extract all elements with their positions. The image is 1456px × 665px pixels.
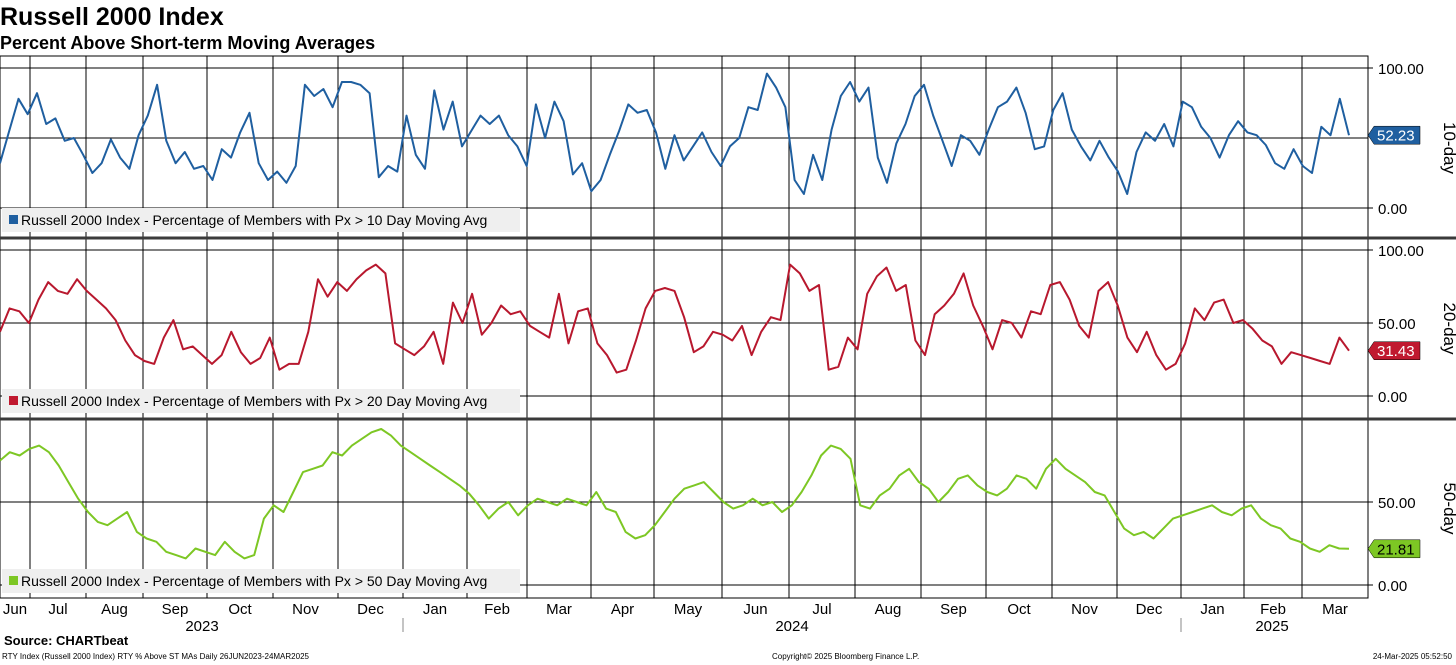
x-tick-label: Aug [101, 601, 128, 618]
y-tick-label: 100.00 [1378, 61, 1424, 78]
x-tick-label: Sep [162, 601, 189, 618]
x-tick-label: Jun [743, 601, 767, 618]
y-tick-label: 0.00 [1378, 578, 1407, 595]
year-label: 2024 [775, 618, 808, 632]
legend-label: Russell 2000 Index - Percentage of Membe… [21, 212, 487, 228]
x-tick-label: Oct [228, 601, 252, 618]
year-label: 2023 [185, 618, 218, 632]
chart: 100.00 0.00 52.23 10-day Russell 2000 Index … [0, 55, 1456, 632]
panel-side-label: 50-day [1440, 483, 1456, 535]
x-tick-label: Jul [812, 601, 831, 618]
footer-copyright: Copyright© 2025 Bloomberg Finance L.P. [772, 652, 920, 661]
chart-title: Russell 2000 Index [0, 3, 224, 31]
series-line-50-day [0, 428, 1350, 560]
legend: Russell 2000 Index - Percentage of Membe… [2, 569, 520, 593]
year-label: 2025 [1255, 618, 1288, 632]
series-line-20-day [0, 263, 1350, 374]
legend: Russell 2000 Index - Percentage of Membe… [2, 208, 520, 232]
x-tick-label: Feb [1260, 601, 1286, 618]
legend-background [2, 208, 520, 232]
legend-swatch [9, 215, 18, 224]
x-tick-label: Mar [1322, 601, 1348, 618]
series-line-10-day [0, 72, 1350, 195]
legend-background [2, 569, 520, 593]
last-value-badge [1367, 341, 1421, 360]
x-tick-label: Jun [3, 601, 27, 618]
last-value-text: 52.23 [1377, 128, 1415, 145]
chart-subtitle: Percent Above Short-term Moving Averages [0, 33, 376, 53]
footer-timestamp: 24-Mar-2025 05:52:50 [1372, 652, 1452, 661]
x-tick-label: Dec [357, 601, 384, 618]
legend-swatch [9, 576, 18, 585]
legend-label: Russell 2000 Index - Percentage of Membe… [21, 393, 487, 409]
footer-ticker-info: RTY Index (Russell 2000 Index) RTY % Abo… [2, 652, 309, 661]
y-tick-label: 50.00 [1378, 316, 1416, 333]
legend: Russell 2000 Index - Percentage of Membe… [2, 389, 520, 413]
y-tick-label: 0.00 [1378, 389, 1407, 406]
legend-swatch [9, 396, 18, 405]
panel-20-day: 100.00 50.00 0.00 31.43 20-day Russell 2000 I… [0, 243, 1456, 413]
last-value-text: 31.43 [1377, 343, 1415, 360]
y-tick-label: 0.00 [1378, 201, 1407, 218]
x-tick-label: Sep [940, 601, 967, 618]
x-tick-label: Feb [484, 601, 510, 618]
y-tick-label: 50.00 [1378, 495, 1416, 512]
plot-frame [0, 55, 1369, 599]
x-tick-label: Nov [292, 601, 319, 618]
x-tick-label: Jan [423, 601, 447, 618]
last-value-tag: 21.81 [1367, 539, 1421, 559]
last-value-tag: 31.43 [1367, 341, 1421, 360]
x-tick-label: Mar [546, 601, 572, 618]
x-tick-label: Jul [48, 601, 67, 618]
y-tick-label: 100.00 [1378, 243, 1424, 260]
x-tick-label: May [674, 601, 703, 618]
legend-background [2, 389, 520, 413]
x-tick-label: Aug [875, 601, 902, 618]
x-tick-label: Dec [1136, 601, 1163, 618]
x-tick-label: Jan [1200, 601, 1224, 618]
x-axis: Jun Jul Aug Sep Oct Nov Dec Jan Feb Mar Apr May Jun J… [3, 601, 1348, 632]
last-value-text: 21.81 [1377, 541, 1415, 558]
x-tick-label: Nov [1071, 601, 1098, 618]
x-tick-label: Oct [1007, 601, 1031, 618]
panel-side-label: 20-day [1440, 303, 1456, 355]
x-tick-label: Apr [611, 601, 634, 618]
legend-label: Russell 2000 Index - Percentage of Membe… [21, 573, 487, 589]
last-value-badge [1367, 125, 1421, 145]
source-label: Source: CHARTbeat [4, 633, 129, 648]
month-gridlines [29, 56, 1303, 598]
panel-50-day: 50.00 0.00 21.81 50-day Russell 2000 Index -… [0, 428, 1456, 595]
panel-side-label: 10-day [1440, 122, 1456, 174]
last-value-badge [1367, 539, 1421, 559]
panel-10-day: 100.00 0.00 52.23 10-day Russell 2000 Index … [0, 61, 1456, 232]
last-value-tag: 52.23 [1367, 125, 1421, 145]
